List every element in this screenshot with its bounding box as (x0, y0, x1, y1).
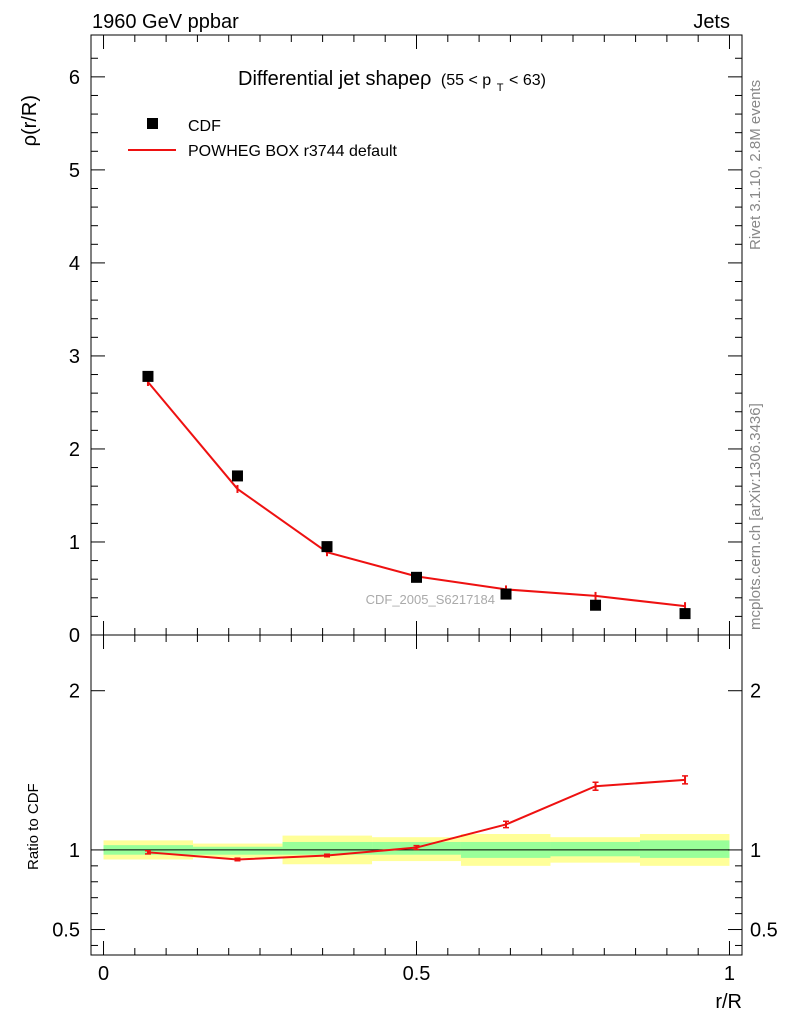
chart-title: Differential jet shapeρ (55 < p T < 63) (238, 68, 546, 96)
legend-label-powheg: POWHEG BOX r3744 default (188, 143, 398, 160)
x-axis-label: r/R (715, 991, 742, 1013)
legend-label-cdf: CDF (188, 118, 221, 135)
mcplots-label: mcplots.cern.ch [arXiv:1306.3436] (747, 403, 764, 630)
y-tick-label-main: 1 (69, 532, 80, 554)
y-tick-label-ratio-right: 0.5 (750, 920, 778, 942)
y-tick-label-main: 6 (69, 67, 80, 89)
header-energy: 1960 GeV ppbar (92, 11, 239, 33)
y-tick-label-main: 3 (69, 346, 80, 368)
chart-title-cut-end: < 63) (509, 72, 546, 89)
y-axis-label-ratio: Ratio to CDF (25, 783, 42, 870)
ratio-band-inner (193, 846, 283, 855)
y-tick-label-main: 2 (69, 439, 80, 461)
legend-marker-cdf (147, 118, 158, 129)
axes: 0 0.5 1 0 1 2 3 4 5 6 0.5 0.5 1 1 2 2 (52, 34, 778, 985)
ratio-band-inner (639, 840, 730, 858)
y-tick-label-main: 4 (69, 253, 80, 275)
y-tick-label-ratio-right: 1 (750, 840, 761, 862)
ratio-panel (103, 775, 730, 866)
data-point (500, 588, 512, 600)
x-tick-label: 0 (98, 963, 109, 985)
y-tick-label-ratio: 0.5 (52, 920, 80, 942)
y-tick-label-ratio: 2 (69, 681, 80, 703)
data-point (321, 541, 333, 553)
y-tick-label-main: 5 (69, 160, 80, 182)
y-axis-label-main: ρ(r/R) (19, 95, 41, 146)
analysis-watermark: CDF_2005_S6217184 (366, 592, 495, 607)
data-point (679, 608, 691, 620)
chart-title-main: Differential jet shapeρ (238, 68, 431, 90)
ratio-frame (90, 634, 743, 956)
ratio-band-inner (550, 841, 640, 857)
data-point (142, 370, 154, 382)
y-tick-label-main: 0 (69, 625, 80, 647)
y-tick-label-ratio-right: 2 (750, 681, 761, 703)
x-tick-label: 0.5 (403, 963, 431, 985)
data-point (231, 470, 243, 482)
rivet-label: Rivet 3.1.10, 2.8M events (747, 80, 764, 250)
x-tick-label: 1 (724, 963, 735, 985)
y-tick-label-ratio: 1 (69, 840, 80, 862)
ratio-band-inner (282, 841, 373, 855)
main-panel (142, 370, 691, 620)
chart-title-cut-sub: T (497, 82, 504, 94)
data-point (590, 599, 602, 611)
data-point (411, 571, 422, 583)
header-category: Jets (693, 11, 730, 33)
chart-title-cut: (55 < p (441, 72, 491, 89)
